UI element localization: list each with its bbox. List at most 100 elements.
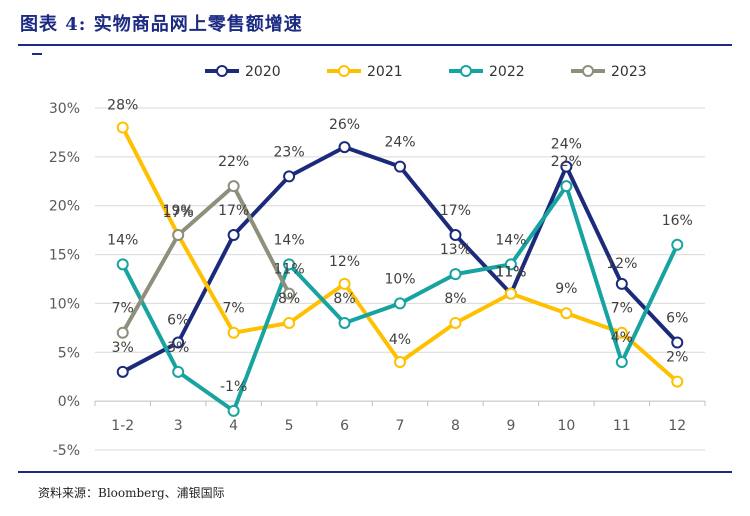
data-label-2021: 12% (329, 254, 360, 270)
x-tick-label: 11 (613, 418, 631, 434)
y-tick-label: 25% (49, 150, 80, 166)
data-label-2021: 28% (107, 98, 138, 114)
x-tick-label: 3 (174, 418, 183, 434)
data-label-2021: 8% (444, 291, 466, 307)
legend: 2020 2021 2022 2023 (205, 64, 647, 80)
data-label-2022: 4% (611, 330, 633, 346)
y-tick-label: 10% (49, 296, 80, 312)
data-label-2022: 14% (274, 232, 305, 248)
y-tick-label: 15% (49, 248, 80, 264)
title-rule (18, 44, 732, 46)
data-label-2022: -1% (220, 379, 247, 395)
y-tick-label: 20% (49, 199, 80, 215)
data-point-2023 (283, 287, 296, 300)
legend-label-2023: 2023 (611, 64, 647, 80)
data-point-2021 (560, 307, 573, 320)
x-tick-label: 6 (340, 418, 349, 434)
title-rule-marker (32, 53, 42, 55)
data-label-2020: 3% (112, 340, 134, 356)
x-tick-label: 5 (285, 418, 294, 434)
series-line-2023 (120, 184, 292, 335)
x-tick-label: 8 (451, 418, 460, 434)
data-point-2021 (504, 287, 517, 300)
x-tick-label: 4 (229, 418, 238, 434)
data-point-2021 (671, 375, 684, 388)
data-point-2022 (449, 268, 462, 281)
data-label-2020: 12% (606, 256, 637, 272)
data-point-2021 (394, 356, 406, 369)
source-note: 资料来源：Bloomberg、浦银国际 (38, 486, 225, 500)
data-label-2020: 26% (329, 117, 360, 133)
x-tick-label: 10 (557, 418, 575, 434)
data-point-2020 (449, 229, 462, 242)
data-labels: 3% 6% 17% 23% 26% 24% 17% 11% 24% 12% 6% 28% 17% 7% 8%… (107, 98, 693, 395)
data-point-2020 (671, 336, 684, 349)
data-point-2020 (172, 336, 185, 349)
legend-label-2020: 2020 (245, 64, 281, 80)
title-row: 图表 4: 实物商品网上零售额增速 (20, 8, 303, 38)
legend-label-2022: 2022 (489, 64, 525, 80)
data-point-2022 (227, 404, 240, 417)
legend-marker-2023 (582, 65, 594, 77)
data-point-2023 (227, 180, 240, 193)
y-axis: -5% 0% 5% 10% 15% 20% 25% 30% (49, 101, 80, 459)
legend-label-2021: 2021 (367, 64, 403, 80)
data-point-2022 (394, 297, 406, 310)
data-label-2021: 4% (389, 332, 411, 348)
legend-marker-2021 (338, 65, 350, 77)
data-label-2023: 7% (112, 301, 134, 317)
data-label-2020: 24% (551, 137, 582, 153)
data-label-2020: 11% (495, 265, 526, 281)
data-label-2023: 19% (163, 203, 194, 219)
series-lines (116, 121, 684, 417)
data-point-2020 (560, 160, 573, 173)
data-point-2022 (615, 356, 628, 369)
data-label-2022: 14% (495, 232, 526, 248)
x-tick-label: 1-2 (111, 418, 134, 434)
data-label-2023: 22% (218, 154, 249, 170)
y-tick-label: 0% (58, 394, 80, 410)
data-point-2020 (227, 229, 240, 242)
data-label-2020: 24% (384, 135, 415, 151)
data-label-2022: 3% (167, 340, 189, 356)
y-tick-label: -5% (53, 443, 80, 459)
footer-rule (18, 471, 732, 473)
data-point-2022 (116, 258, 129, 271)
y-tick-label: 30% (49, 101, 80, 117)
x-tick-label: 9 (506, 418, 515, 434)
data-label-2022: 14% (107, 232, 138, 248)
data-point-2021 (338, 277, 351, 290)
data-label-2021: 7% (611, 301, 633, 317)
data-label-2020: 6% (666, 311, 688, 327)
x-tick-label: 12 (668, 418, 686, 434)
data-point-2020 (394, 160, 406, 173)
data-label-2021: 8% (278, 291, 300, 307)
chart-title: 图表 4: 实物商品网上零售额增速 (20, 14, 303, 35)
data-point-2021 (449, 316, 462, 329)
data-point-2022 (283, 258, 296, 271)
data-point-2022 (338, 316, 351, 329)
line-chart: -5%0%5%10%15%20%25%30% 1-2 3 4 5 6 7 8 9 10 11 12 … (49, 64, 706, 459)
data-label-2020: 6% (167, 313, 189, 329)
data-label-2022: 22% (551, 154, 582, 170)
data-point-2022 (504, 258, 517, 271)
data-point-2023 (172, 229, 185, 242)
data-point-2021 (283, 316, 296, 329)
data-label-2022: 16% (662, 213, 693, 229)
data-label-2020: 17% (218, 203, 249, 219)
y-tick-label: 5% (58, 345, 80, 361)
legend-marker-2022 (460, 65, 472, 77)
data-point-2020 (338, 141, 351, 154)
data-point-2021 (227, 326, 240, 339)
data-label-2022: 8% (333, 291, 355, 307)
data-point-2020 (116, 365, 129, 378)
data-point-2020 (615, 277, 628, 290)
data-label-2021: 17% (163, 205, 194, 221)
data-label-2021: 11% (495, 265, 526, 281)
data-point-2021 (116, 121, 129, 134)
data-point-2022 (671, 238, 684, 251)
data-point-2022 (560, 180, 573, 193)
data-label-2020: 23% (274, 144, 305, 160)
x-tick-label: 7 (396, 418, 405, 434)
data-label-2023: 11% (274, 262, 305, 278)
